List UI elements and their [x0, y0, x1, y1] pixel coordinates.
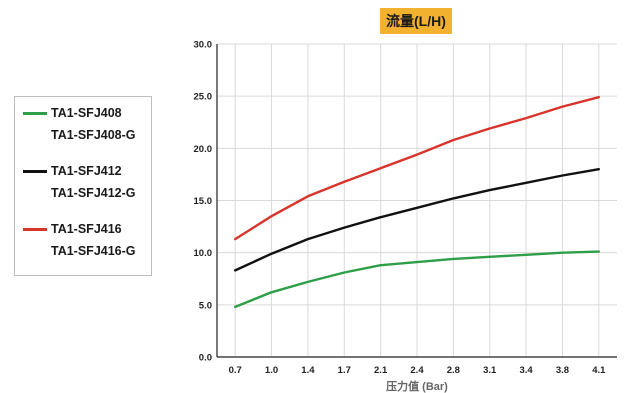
legend-swatch-sfj412	[23, 170, 47, 173]
chart-title: 流量(L/H)	[380, 8, 452, 34]
legend: TA1-SFJ408 TA1-SFJ408-G TA1-SFJ412 TA1-S…	[14, 96, 152, 276]
x-tick-label: 2.8	[447, 365, 460, 376]
x-tick-label: 0.7	[229, 365, 242, 376]
y-tick-label: 25.0	[194, 92, 213, 103]
y-tick-label: 0.0	[199, 353, 212, 364]
x-tick-label: 3.4	[519, 365, 533, 376]
x-tick-label: 4.1	[592, 365, 606, 376]
legend-label-sfj416: TA1-SFJ416	[51, 222, 122, 236]
legend-swatch-sfj408	[23, 112, 47, 115]
x-tick-label: 2.1	[374, 365, 388, 376]
y-tick-label: 5.0	[199, 300, 212, 311]
x-tick-label: 3.1	[483, 365, 497, 376]
series-line-1	[233, 167, 600, 272]
x-tick-label: 1.0	[265, 365, 278, 376]
legend-label-sfj408-g: TA1-SFJ408-G	[51, 128, 136, 142]
series-line-0	[233, 250, 600, 309]
series-line-2	[233, 95, 600, 241]
y-tick-label: 10.0	[194, 248, 213, 259]
x-axis-label: 压力值 (Bar)	[386, 379, 448, 393]
y-tick-label: 20.0	[194, 144, 213, 155]
legend-swatch-sfj416	[23, 228, 47, 231]
y-tick-label: 15.0	[194, 196, 213, 207]
legend-label-sfj412: TA1-SFJ412	[51, 164, 122, 178]
y-tick-label: 30.0	[194, 40, 213, 51]
x-tick-label: 3.8	[556, 365, 569, 376]
legend-label-sfj416-g: TA1-SFJ416-G	[51, 244, 136, 258]
x-tick-label: 2.4	[410, 365, 424, 376]
legend-label-sfj408: TA1-SFJ408	[51, 106, 122, 120]
x-tick-label: 1.4	[301, 365, 315, 376]
legend-label-sfj412-g: TA1-SFJ412-G	[51, 186, 136, 200]
x-tick-label: 1.7	[338, 365, 351, 376]
